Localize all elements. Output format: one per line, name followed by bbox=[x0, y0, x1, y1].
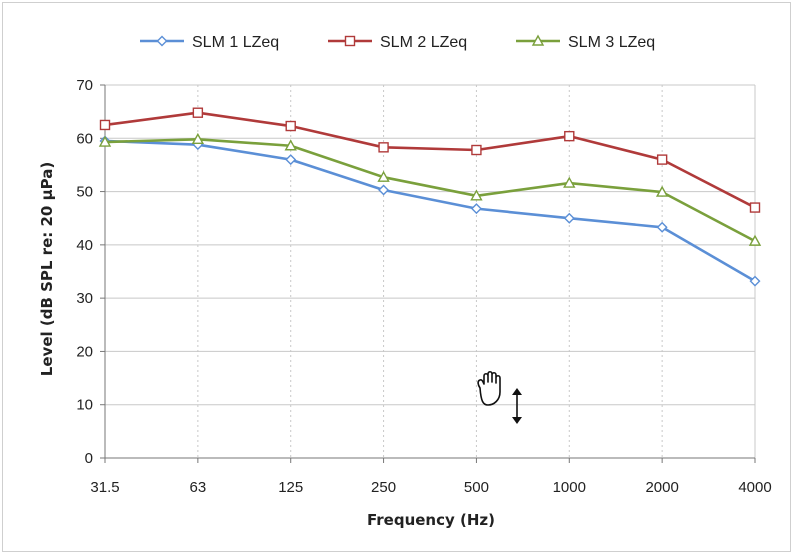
y-tick-label: 10 bbox=[76, 397, 93, 414]
data-point bbox=[470, 189, 483, 201]
y-tick-label: 20 bbox=[76, 343, 93, 360]
data-point bbox=[748, 234, 762, 246]
series-3 bbox=[98, 132, 762, 246]
y-tick-label: 30 bbox=[76, 290, 93, 307]
x-tick-label: 63 bbox=[190, 479, 207, 496]
y-tick-label: 60 bbox=[76, 130, 93, 147]
y-axis-title: Level (dB SPL re: 20 µPa) bbox=[38, 162, 56, 376]
x-tick-label: 1000 bbox=[553, 479, 586, 496]
data-point bbox=[531, 34, 545, 46]
legend-entry: SLM 2 LZeq bbox=[328, 34, 467, 51]
series-line bbox=[104, 139, 756, 283]
series-line bbox=[104, 111, 756, 209]
data-point bbox=[285, 120, 296, 132]
x-tick-label: 500 bbox=[464, 479, 489, 496]
vertical-resize-icon bbox=[512, 388, 522, 424]
legend-label: SLM 1 LZeq bbox=[192, 34, 279, 51]
hand-grab-icon bbox=[477, 370, 501, 406]
data-point bbox=[563, 176, 576, 188]
data-point bbox=[656, 154, 668, 165]
y-tick-label: 50 bbox=[76, 184, 93, 201]
y-tick-label: 40 bbox=[76, 237, 93, 254]
axes: 0 10 20 30 40 50 60 70 31.5 63 125 250 500 1000 2000 40… bbox=[76, 77, 771, 496]
data-point bbox=[98, 135, 112, 147]
data-point bbox=[749, 202, 761, 213]
data-point bbox=[191, 132, 205, 145]
data-point bbox=[99, 119, 111, 131]
data-point bbox=[470, 203, 482, 215]
x-tick-label: 250 bbox=[371, 479, 396, 496]
legend-entry: SLM 1 LZeq bbox=[140, 34, 279, 51]
x-axis-title: Frequency (Hz) bbox=[367, 511, 495, 529]
legend-label: SLM 3 LZeq bbox=[568, 34, 655, 51]
data-point bbox=[285, 154, 297, 166]
series-layer bbox=[98, 107, 762, 287]
legend-entry: SLM 3 LZeq bbox=[516, 34, 655, 51]
data-point bbox=[156, 35, 168, 47]
data-point bbox=[378, 142, 389, 153]
data-point bbox=[656, 221, 668, 233]
data-point bbox=[564, 130, 575, 142]
x-tick-label: 31.5 bbox=[90, 479, 119, 496]
legend: SLM 1 LZeq SLM 2 LZeq SLM 3 LZeq bbox=[140, 34, 655, 51]
data-point bbox=[284, 139, 297, 151]
series-2 bbox=[99, 107, 761, 213]
x-tick-label: 2000 bbox=[645, 479, 678, 496]
data-point bbox=[344, 35, 356, 47]
data-point bbox=[377, 170, 390, 182]
series-1 bbox=[99, 135, 761, 287]
data-point bbox=[471, 144, 482, 156]
data-point bbox=[563, 212, 575, 224]
y-tick-label: 0 bbox=[85, 450, 93, 467]
data-point bbox=[192, 107, 204, 118]
data-point bbox=[378, 184, 390, 196]
data-point bbox=[655, 185, 669, 197]
y-tick-label: 70 bbox=[76, 77, 93, 94]
data-point bbox=[749, 275, 761, 287]
legend-label: SLM 2 LZeq bbox=[380, 34, 467, 51]
series-line bbox=[104, 138, 756, 243]
x-tick-label: 4000 bbox=[738, 479, 771, 496]
x-tick-label: 125 bbox=[278, 479, 303, 496]
